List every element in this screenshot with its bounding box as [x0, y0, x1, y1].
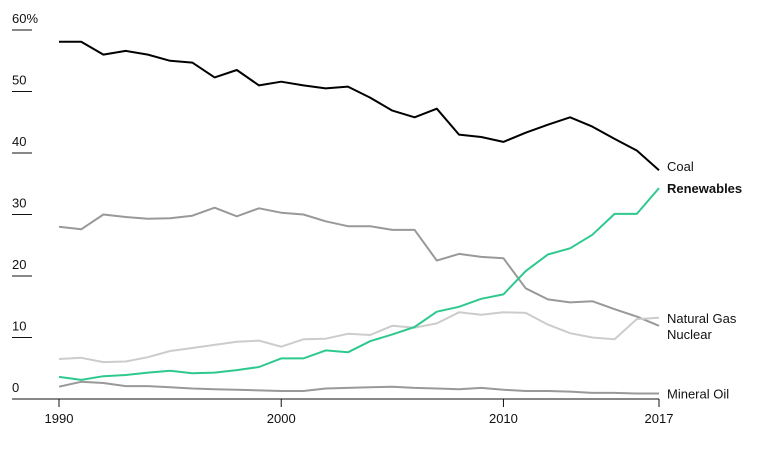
series-line-nuclear	[58, 206, 660, 327]
series-label-renewables: Renewables	[667, 181, 742, 196]
x-tick-label: 2000	[267, 411, 296, 426]
series-label-coal: Coal	[667, 159, 694, 174]
y-tick-label: 0	[12, 380, 19, 395]
y-tick-label: 20	[12, 257, 26, 272]
series-line-mineral-oil	[58, 380, 659, 395]
series-label-mineral-oil: Mineral Oil	[667, 386, 729, 401]
series-line-coal	[59, 40, 660, 171]
series-line-natural-gas	[58, 311, 660, 364]
x-tick-label: 2017	[645, 411, 674, 426]
y-tick-label: 40	[12, 134, 26, 149]
y-tick-label: 50	[12, 73, 26, 88]
x-tick-marks	[58, 399, 660, 407]
x-tick-label: 2010	[489, 411, 518, 426]
series-label-natural-gas: Natural Gas	[667, 311, 737, 326]
series-lines	[58, 40, 660, 395]
series-label-nuclear: Nuclear	[667, 327, 712, 342]
x-tick-label: 1990	[45, 411, 74, 426]
y-tick-label: 10	[12, 319, 26, 334]
y-tick-label: 30	[12, 196, 26, 211]
y-tick-label: 60%	[12, 11, 38, 26]
y-tick-labels: 0 10 20 30 40 50 60%	[12, 11, 38, 395]
x-tick-labels: 1990 2000 2010 2017	[45, 411, 674, 426]
y-gridlines	[12, 29, 659, 400]
series-line-renewables	[58, 187, 660, 381]
